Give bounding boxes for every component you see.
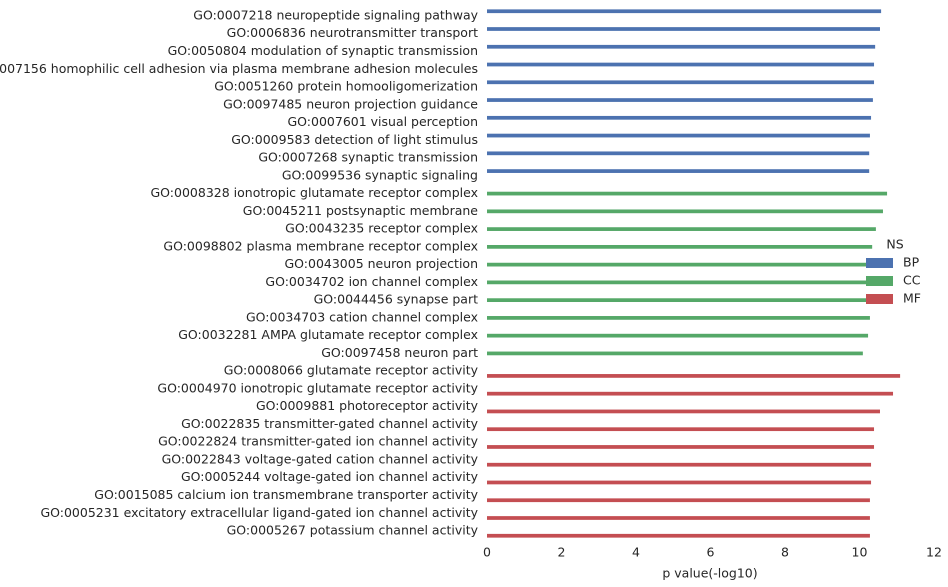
legend-title: NS — [886, 237, 903, 252]
x-axis-label: p value(-log10) — [662, 566, 757, 581]
x-tick-label: 6 — [707, 544, 715, 559]
y-tick-label: GO:0098802 plasma membrane receptor comp… — [163, 238, 478, 253]
y-tick-label: GO:0043235 receptor complex — [285, 221, 478, 236]
y-tick-label: GO:0043005 neuron projection — [284, 256, 478, 271]
bar — [487, 98, 873, 102]
y-tick-label: GO:0008328 ionotropic glutamate receptor… — [151, 185, 479, 200]
bar — [487, 316, 870, 320]
y-tick-label: GO:0099536 synaptic signaling — [282, 167, 478, 182]
bar — [487, 445, 875, 449]
y-tick-label: GO:0022824 transmitter-gated ion channel… — [158, 434, 479, 449]
bar — [487, 409, 880, 414]
bar — [487, 80, 875, 85]
bar — [487, 244, 873, 249]
bar — [487, 427, 875, 432]
legend-label: CC — [903, 273, 921, 288]
y-tick-label: GO:0015085 calcium ion transmembrane tra… — [94, 487, 478, 502]
bar — [487, 151, 870, 156]
y-tick-label: GO:0004970 ionotropic glutamate receptor… — [157, 380, 478, 395]
bar — [487, 374, 901, 378]
bar — [487, 227, 876, 231]
x-tick-label: 4 — [632, 544, 640, 559]
bar — [487, 298, 870, 303]
y-tick-label: GO:0007268 synaptic transmission — [258, 150, 478, 165]
bar — [487, 44, 876, 49]
y-tick-label: GO:0009583 detection of light stimulus — [231, 132, 478, 147]
bar — [487, 333, 869, 338]
x-tick-label: 0 — [483, 544, 491, 559]
bar — [487, 115, 872, 120]
y-tick-label: GO:0005267 potassium channel activity — [227, 523, 479, 538]
x-tick-label: 10 — [852, 544, 868, 559]
legend-label: BP — [903, 255, 920, 270]
y-tick-label: GO:0034703 cation channel complex — [246, 309, 478, 324]
y-tick-label: GO:0008066 glutamate receptor activity — [224, 363, 479, 378]
legend-swatch — [866, 294, 893, 304]
bar — [487, 191, 888, 196]
y-tick-label: GO:0007601 visual perception — [287, 114, 478, 129]
bar — [487, 280, 870, 285]
bar — [487, 209, 883, 214]
bar — [487, 516, 870, 520]
bar — [487, 351, 863, 356]
y-tick-label: GO:0032281 AMPA glutamate receptor compl… — [178, 327, 478, 342]
y-tick-label: GO:0050804 modulation of synaptic transm… — [168, 43, 478, 58]
bar — [487, 169, 870, 173]
y-tick-label: GO:0007218 neuropeptide signaling pathwa… — [193, 7, 478, 22]
y-tick-label: GO:0006836 neurotransmitter transport — [227, 25, 478, 40]
y-tick-label: GO:0044456 synapse part — [314, 292, 478, 307]
y-tick-label: GO:0005244 voltage-gated ion channel act… — [181, 469, 479, 484]
bar — [487, 498, 870, 503]
bar — [487, 133, 870, 138]
legend-swatch — [866, 258, 893, 268]
x-tick-label: 12 — [926, 544, 942, 559]
legend-label: MF — [903, 291, 921, 306]
y-tick-label: GO:0051260 protein homooligomerization — [214, 79, 478, 94]
bar — [487, 62, 875, 67]
y-tick-label: GO:0007156 homophilic cell adhesion via … — [0, 61, 478, 76]
legend-swatch — [866, 276, 893, 286]
bar — [487, 9, 882, 14]
x-tick-label: 8 — [781, 544, 789, 559]
bar — [487, 262, 872, 267]
bar — [487, 533, 870, 538]
bar — [487, 391, 894, 396]
y-tick-label: GO:0034702 ion channel complex — [265, 274, 478, 289]
bar — [487, 462, 872, 467]
y-tick-label: GO:0097485 neuron projection guidance — [223, 96, 478, 111]
y-tick-label: GO:0045211 postsynaptic membrane — [243, 203, 479, 218]
bar — [487, 480, 872, 485]
y-tick-label: GO:0097458 neuron part — [321, 345, 478, 360]
y-tick-label: GO:0022843 voltage-gated cation channel … — [162, 451, 479, 466]
x-tick-label: 2 — [558, 544, 566, 559]
y-tick-label: GO:0005231 excitatory extracellular liga… — [40, 505, 478, 520]
y-tick-label: GO:0009881 photoreceptor activity — [256, 398, 479, 413]
bar — [487, 27, 880, 31]
y-tick-label: GO:0022835 transmitter-gated channel act… — [181, 416, 478, 431]
